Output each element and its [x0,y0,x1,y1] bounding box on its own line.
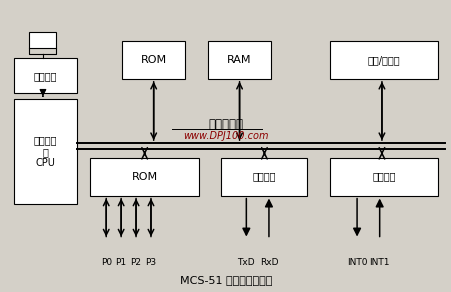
Bar [14,99,77,204]
Text: P1: P1 [115,258,126,267]
Bar [329,41,437,79]
Bar [122,41,185,79]
Text: INT1: INT1 [368,258,389,267]
Bar [14,58,77,93]
Text: 中央处理
器
CPU: 中央处理 器 CPU [33,135,57,168]
Text: 串行接口: 串行接口 [252,172,276,182]
Text: RAM: RAM [227,55,251,65]
Bar [221,158,307,196]
Text: ROM: ROM [140,55,166,65]
Text: TxD: TxD [237,258,254,267]
Bar [90,158,198,196]
Text: 中断系统: 中断系统 [372,172,395,182]
Bar [29,32,56,48]
Text: P0: P0 [101,258,111,267]
Text: P3: P3 [145,258,156,267]
Text: 时钟电路: 时钟电路 [33,71,57,81]
Text: P2: P2 [130,258,141,267]
Text: MCS-51 单片机结构框图: MCS-51 单片机结构框图 [179,275,272,285]
Text: www.DPJ100.com: www.DPJ100.com [183,131,268,141]
Text: INT0: INT0 [346,258,367,267]
Text: ROM: ROM [131,172,157,182]
Text: 单片机之家: 单片机之家 [208,118,243,131]
Bar [207,41,271,79]
Text: 定时/计算器: 定时/计算器 [367,55,400,65]
Bar [329,158,437,196]
Text: RxD: RxD [259,258,277,267]
